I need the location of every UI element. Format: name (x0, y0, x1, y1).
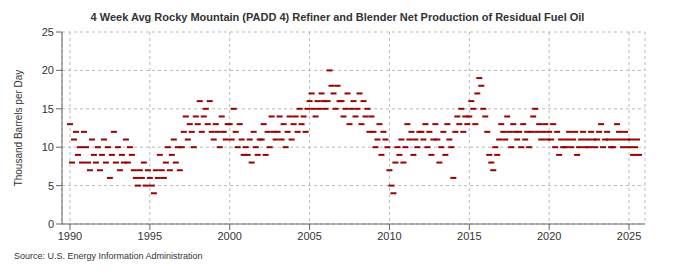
svg-text:Thousand Barrels per Day: Thousand Barrels per Day (13, 70, 24, 187)
svg-text:1995: 1995 (138, 230, 162, 242)
svg-text:2010: 2010 (377, 230, 401, 242)
html-text:Source: U.S. Energy Informatio: Source: U.S. Energy Information Administ… (14, 251, 203, 261)
svg-text:20: 20 (42, 64, 54, 76)
svg-text:5: 5 (48, 180, 54, 192)
svg-text:25: 25 (42, 26, 54, 38)
svg-text:2005: 2005 (297, 230, 321, 242)
svg-text:1990: 1990 (58, 230, 82, 242)
svg-text:2015: 2015 (457, 230, 481, 242)
svg-text:2020: 2020 (537, 230, 561, 242)
svg-text:2025: 2025 (617, 230, 641, 242)
svg-text:10: 10 (42, 141, 54, 153)
svg-text:2000: 2000 (217, 230, 241, 242)
svg-text:0: 0 (48, 218, 54, 230)
svg-text:15: 15 (42, 103, 54, 115)
html-text:4 Week Avg Rocky Mountain (PAD: 4 Week Avg Rocky Mountain (PADD 4) Refin… (90, 11, 585, 23)
